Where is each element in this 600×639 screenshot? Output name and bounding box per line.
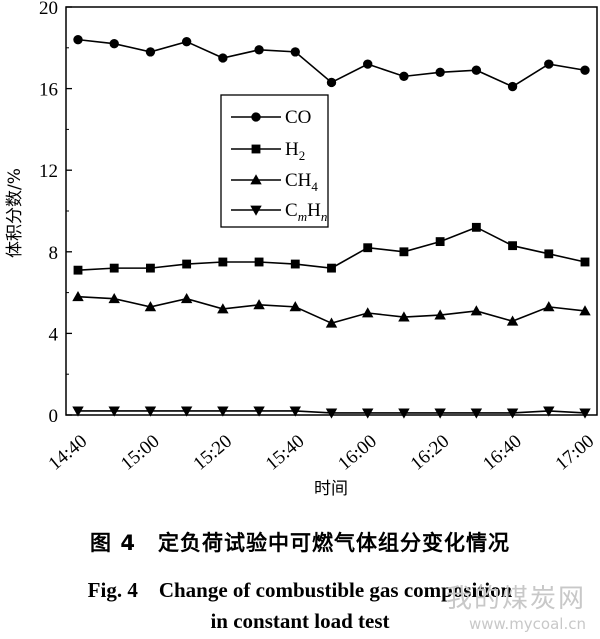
x-tick-label: 15:40: [262, 431, 309, 475]
x-tick-label: 15:00: [117, 431, 164, 475]
data-point-co: [109, 39, 119, 49]
data-point-co: [254, 45, 264, 55]
data-point-ch4: [108, 293, 120, 304]
data-point-h2: [109, 263, 119, 273]
legend-marker-co: [251, 112, 261, 122]
data-point-ch4: [289, 301, 302, 312]
data-point-cmhn: [325, 408, 338, 419]
y-axis-title: 体积分数/%: [5, 168, 25, 258]
figure-caption-chinese: 图 4 定负荷试验中可燃气体组分变化情况: [90, 531, 510, 555]
figure-caption-english-line1: Fig. 4 Change of combustible gas composi…: [87, 578, 513, 602]
data-point-h2: [544, 249, 554, 259]
data-point-cmhn: [579, 408, 591, 419]
data-point-ch4: [543, 301, 555, 312]
data-point-h2: [363, 243, 373, 253]
figure-caption-english-line2: in constant load test: [210, 609, 390, 633]
data-point-co: [399, 71, 409, 82]
data-point-co: [507, 81, 518, 92]
legend-label-h2: H2: [285, 139, 305, 163]
data-point-ch4: [398, 311, 410, 322]
data-point-cmhn: [506, 408, 519, 419]
data-point-cmhn: [289, 406, 302, 417]
watermark-logo-text: 我的煤炭网: [445, 584, 586, 614]
data-point-co: [544, 59, 554, 69]
data-point-co: [580, 65, 590, 75]
y-tick-label: 4: [49, 324, 59, 345]
data-point-cmhn: [180, 406, 193, 417]
y-tick-label: 8: [49, 243, 59, 264]
data-point-ch4: [579, 305, 591, 316]
legend-label-ch4: CH4: [285, 170, 318, 194]
data-point-h2: [580, 257, 590, 267]
watermark-url: www.mycoal.cn: [469, 615, 586, 633]
data-point-cmhn: [217, 406, 229, 417]
data-point-co: [218, 53, 228, 63]
data-point-h2: [146, 263, 155, 273]
x-axis-title: 时间: [314, 479, 348, 499]
legend-marker-h2: [251, 144, 261, 154]
data-point-cmhn: [108, 406, 120, 417]
data-point-co: [363, 59, 373, 69]
data-point-h2: [182, 259, 192, 269]
data-point-ch4: [506, 315, 519, 326]
data-point-ch4: [217, 303, 229, 314]
data-point-ch4: [72, 290, 84, 302]
data-point-cmhn: [253, 406, 265, 417]
data-point-cmhn: [470, 408, 483, 419]
y-tick-label: 0: [49, 406, 59, 427]
y-tick-label: 20: [39, 0, 58, 19]
legend-marker-cmhn: [250, 205, 262, 216]
legend-label-cmhn: CmHn: [285, 200, 327, 224]
data-point-co: [290, 47, 300, 57]
data-point-h2: [399, 247, 409, 257]
data-point-h2: [435, 237, 445, 247]
data-point-cmhn: [72, 406, 84, 417]
x-tick-label: 16:20: [407, 431, 454, 475]
data-point-ch4: [180, 293, 193, 304]
data-point-ch4: [361, 307, 374, 318]
data-point-ch4: [325, 317, 338, 328]
data-point-h2: [254, 257, 264, 267]
legend-label-co: CO: [285, 107, 311, 128]
data-point-h2: [471, 222, 481, 232]
legend: CO H2 CH4 CmHn: [220, 94, 329, 228]
data-point-co: [145, 47, 156, 57]
data-point-cmhn: [434, 408, 446, 419]
data-point-co: [435, 67, 445, 77]
series-layer: [72, 34, 591, 419]
data-point-cmhn: [543, 406, 555, 417]
data-point-co: [73, 34, 83, 45]
y-tick-label: 12: [39, 161, 58, 182]
x-tick-label: 15:20: [189, 431, 236, 475]
chart: 0 4 8 12 16 20 14:40 15:00 15:20 15:40 16:00 16:20 1…: [5, 0, 599, 499]
watermark: 我的煤炭网 www.mycoal.cn: [446, 578, 586, 633]
x-tick-label: 16:00: [334, 431, 381, 475]
legend-marker-ch4: [250, 174, 262, 185]
data-point-h2: [73, 265, 83, 275]
data-point-ch4: [253, 299, 265, 310]
data-point-ch4: [434, 309, 446, 320]
plot-frame: [65, 6, 598, 416]
x-tick-label: 14:40: [45, 431, 92, 475]
data-point-co: [181, 37, 192, 47]
data-point-h2: [508, 241, 517, 251]
data-point-h2: [290, 259, 300, 269]
data-point-ch4: [144, 301, 157, 312]
data-point-h2: [327, 263, 336, 273]
data-point-co: [326, 77, 337, 88]
x-tick-label: 17:00: [552, 431, 599, 475]
x-tick-label: 16:40: [479, 431, 526, 475]
data-point-cmhn: [361, 408, 374, 419]
data-point-ch4: [470, 305, 483, 316]
data-point-cmhn: [144, 406, 157, 417]
y-tick-label: 16: [39, 80, 58, 101]
data-point-co: [471, 65, 482, 75]
data-point-cmhn: [398, 408, 410, 419]
data-point-h2: [218, 257, 228, 267]
